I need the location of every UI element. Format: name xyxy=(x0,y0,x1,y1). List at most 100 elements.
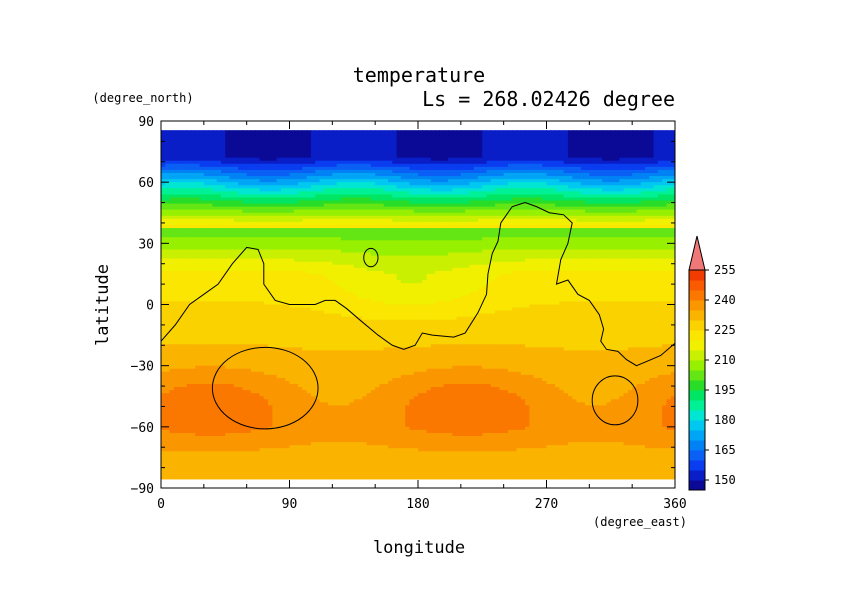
field-cell xyxy=(636,228,642,232)
field-cell xyxy=(632,191,638,195)
field-cell xyxy=(559,240,565,244)
field-cell xyxy=(482,203,488,208)
field-cell xyxy=(280,176,286,180)
field-cell xyxy=(255,209,261,214)
field-cell xyxy=(332,130,338,134)
field-cell xyxy=(503,160,509,165)
field-cell xyxy=(503,136,509,140)
field-cell xyxy=(182,145,188,150)
field-cell xyxy=(542,215,548,220)
field-cell xyxy=(216,163,222,168)
field-cell xyxy=(559,206,565,211)
field-cell xyxy=(345,200,351,205)
field-cell xyxy=(602,237,608,241)
field-cell xyxy=(580,231,586,235)
field-cell xyxy=(161,243,166,247)
field-cell xyxy=(280,166,286,171)
field-cell xyxy=(310,240,316,244)
field-cell xyxy=(349,182,355,186)
field-cell xyxy=(392,151,398,156)
field-cell xyxy=(259,151,265,156)
field-cell xyxy=(340,188,346,192)
field-cell xyxy=(507,212,513,217)
field-cell xyxy=(602,231,608,235)
field-cell xyxy=(537,240,543,244)
field-cell xyxy=(460,157,466,162)
field-cell xyxy=(602,145,608,150)
field-cell xyxy=(422,231,428,235)
field-cell xyxy=(336,203,342,208)
field-cell xyxy=(465,200,470,205)
field-cell xyxy=(572,172,578,177)
field-cell xyxy=(512,133,518,137)
field-cell xyxy=(199,237,205,241)
field-cell xyxy=(229,176,235,180)
field-cell xyxy=(182,212,188,217)
field-cell xyxy=(392,243,398,247)
field-cell xyxy=(649,243,655,247)
field-cell xyxy=(285,139,291,144)
field-cell xyxy=(533,142,539,147)
field-cell xyxy=(559,163,565,168)
field-cell xyxy=(516,157,522,162)
field-cell xyxy=(233,231,239,235)
field-cell xyxy=(310,151,316,156)
field-cell xyxy=(332,212,338,217)
field-cell xyxy=(195,145,201,150)
field-cell xyxy=(340,179,346,183)
field-cell xyxy=(169,188,175,192)
field-cell xyxy=(220,130,226,134)
field-cell xyxy=(469,191,475,195)
field-cell xyxy=(520,188,526,192)
field-cell xyxy=(246,176,252,180)
field-cell xyxy=(563,221,569,226)
field-cell xyxy=(400,172,406,177)
field-cell xyxy=(280,203,286,208)
field-cell xyxy=(315,133,321,137)
field-cell xyxy=(225,191,231,195)
field-cell xyxy=(460,234,466,238)
field-cell xyxy=(161,145,166,150)
field-cell xyxy=(482,133,488,137)
field-cell xyxy=(195,212,201,217)
field-cell xyxy=(580,206,586,211)
field-cell xyxy=(306,166,312,171)
field-cell xyxy=(563,142,569,147)
field-cell xyxy=(430,218,436,223)
field-cell xyxy=(460,172,466,177)
field-cell xyxy=(572,194,578,199)
field-cell xyxy=(670,188,675,192)
field-cell xyxy=(289,203,295,208)
field-cell xyxy=(585,203,590,208)
field-cell xyxy=(233,228,239,232)
field-cell xyxy=(640,203,646,208)
field-cell xyxy=(615,136,620,140)
field-cell xyxy=(285,154,291,159)
field-cell xyxy=(169,197,175,202)
field-cell xyxy=(233,209,239,214)
field-cell xyxy=(490,185,496,189)
field-cell xyxy=(229,194,235,199)
field-cell xyxy=(555,179,560,183)
field-cell xyxy=(490,243,496,247)
field-cell xyxy=(473,224,479,229)
field-cell xyxy=(212,218,218,223)
field-cell xyxy=(640,182,646,186)
field-cell xyxy=(306,203,312,208)
field-cell xyxy=(490,169,496,174)
field-cell xyxy=(426,200,432,205)
field-cell xyxy=(477,136,483,140)
field-cell xyxy=(225,194,231,199)
field-cell xyxy=(362,169,368,174)
field-cell xyxy=(298,179,303,183)
field-cell xyxy=(649,166,655,171)
field-cell xyxy=(375,185,381,189)
field-cell xyxy=(567,163,573,168)
field-cell xyxy=(653,139,659,144)
field-cell xyxy=(486,154,492,159)
field-cell xyxy=(233,188,239,192)
field-cell xyxy=(627,218,633,223)
field-cell xyxy=(477,160,483,165)
field-cell xyxy=(619,212,625,217)
field-cell xyxy=(490,182,496,186)
